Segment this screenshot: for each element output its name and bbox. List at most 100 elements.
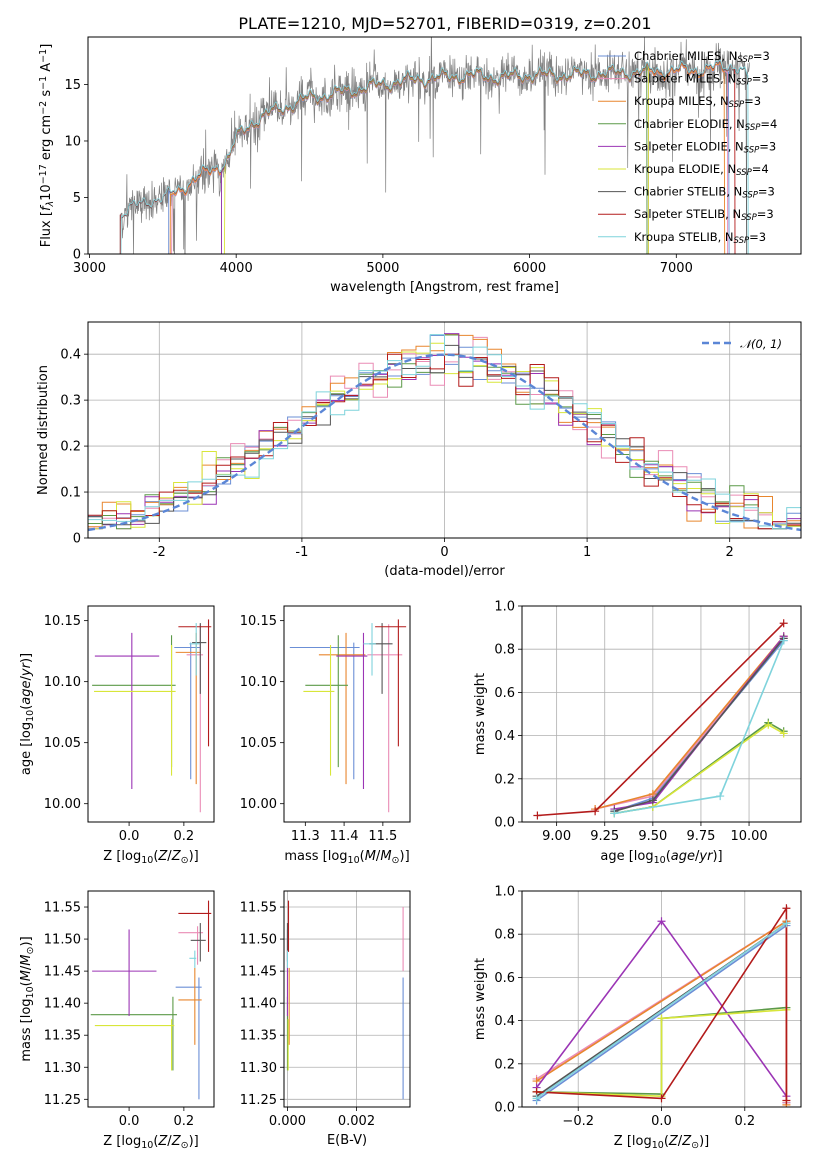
y-tick-label: 0.2: [494, 1057, 515, 1072]
axes-frame: [283, 890, 411, 1108]
legend-entry: Chabrier MILES, NSSP=3: [634, 49, 770, 65]
mass-weight-marker: [591, 807, 600, 816]
y-tick-label: 10.15: [44, 614, 81, 629]
axes-frame: [521, 890, 802, 1108]
y-tick-label: 10.00: [44, 797, 81, 812]
x-tick-label: 11.3: [291, 829, 320, 844]
y-tick-label: 0.4: [60, 348, 81, 363]
y-tick-label: 1.0: [494, 600, 515, 615]
y-tick-label: 10.15: [240, 614, 277, 629]
mass-weight-line: [614, 637, 785, 812]
y-tick-label: 11.30: [44, 1061, 81, 1076]
y-tick-label: 11.55: [240, 901, 277, 916]
mass-weight-marker: [782, 904, 791, 913]
mass-weight-marker: [782, 1096, 791, 1105]
legend-entry: Chabrier STELIB, NSSP=3: [634, 185, 775, 201]
legend-entry: Kroupa MILES, NSSP=3: [634, 94, 761, 110]
panel-mass_vs_Z: 0.0 0.2 11.25 11.30 11.35 11.40 11.45 11.50 11.5…: [19, 890, 215, 1151]
y-tick-label: 0.0: [494, 1101, 515, 1116]
age_vs_mass-plot-area: [289, 619, 407, 813]
x-tick-label: 0.000: [269, 1114, 306, 1129]
y-tick-label: 10.00: [240, 797, 277, 812]
x-axis-label: wavelength [Angstrom, rest frame]: [330, 280, 559, 295]
y-tick-label: 0: [73, 532, 81, 547]
panel-weight_vs_Z: −0.2 0.0 0.2 0.0 0.2 0.4 0.6 0.8 1.0 Z [log10(Z/Z…: [473, 885, 802, 1151]
x-axis-label: E(B-V): [327, 1133, 367, 1148]
x-tick-label: 5000: [366, 261, 399, 276]
y-tick-label: 11.30: [240, 1061, 277, 1076]
x-tick-label: 0.0: [651, 1114, 672, 1129]
x-tick-label: 2: [726, 545, 734, 560]
mass_vs_Z-axes: 0.0 0.2 11.25 11.30 11.35 11.40 11.45 11.50 11.5…: [19, 890, 215, 1151]
mass-weight-marker: [532, 1094, 541, 1103]
y-tick-label: 0.0: [494, 816, 515, 831]
model-spectrum-line: [120, 59, 749, 254]
x-tick-label: -2: [153, 545, 166, 560]
y-tick-label: 0: [73, 248, 81, 263]
y-tick-label: 0.6: [494, 686, 515, 701]
panel-age_vs_mass: 11.3 11.4 11.5 10.00 10.05 10.10 10.15 mass [lo…: [240, 605, 411, 866]
x-tick-label: 10.00: [730, 829, 767, 844]
mass-weight-marker: [610, 809, 619, 818]
axes-frame: [87, 36, 802, 255]
x-tick-label: 0.2: [174, 829, 195, 844]
mass-weight-marker: [648, 796, 657, 805]
x-tick-label: 9.75: [686, 829, 715, 844]
mass-weight-marker: [779, 619, 788, 628]
mass-weight-line: [536, 922, 787, 1100]
y-tick-label: 11.35: [240, 1029, 277, 1044]
x-tick-label: 0: [440, 545, 448, 560]
legend-entry: Kroupa STELIB, NSSP=3: [634, 230, 766, 246]
x-tick-label: 0.0: [119, 1114, 140, 1129]
y-tick-label: 0.2: [60, 440, 81, 455]
axes-frame: [283, 605, 411, 823]
mass_vs_EBV-grid: [284, 891, 410, 1107]
axes-frame: [87, 605, 215, 823]
x-tick-label: 11.5: [368, 829, 397, 844]
age_vs_mass-axes: 11.3 11.4 11.5 10.00 10.05 10.10 10.15 mass [lo…: [240, 605, 411, 866]
mass-weight-marker: [657, 1014, 666, 1023]
y-axis-label: mass weight: [473, 673, 488, 755]
y-tick-label: 15: [64, 78, 81, 93]
y-tick-label: 0.4: [494, 729, 515, 744]
panel-mass_vs_EBV: 0.000 0.002 11.25 11.30 11.35 11.40 11.45 11.50…: [240, 890, 411, 1148]
panel-weight_vs_age: 9.00 9.25 9.50 9.75 10.00 0.0 0.2 0.4 0.6 0.8 1.0 a…: [473, 600, 802, 866]
x-tick-label: 9.00: [542, 829, 571, 844]
mass_vs_EBV-axes: 0.000 0.002 11.25 11.30 11.35 11.40 11.45 11.50…: [240, 890, 411, 1148]
x-axis-label: age [log10(age/yr)]: [600, 849, 722, 866]
model-spectrum-line: [221, 64, 648, 254]
x-tick-label: 6000: [513, 261, 546, 276]
x-axis-label: Z [log10(Z/Z⊙)]: [103, 1134, 198, 1151]
panel-age_vs_Z: 0.0 0.2 10.00 10.05 10.10 10.15 Z [log10(Z/Z⊙)…: [19, 605, 215, 866]
figure-title: PLATE=1210, MJD=52701, FIBERID=0319, z=0…: [238, 14, 651, 33]
x-tick-label: 9.50: [638, 829, 667, 844]
mass-weight-marker: [533, 811, 542, 820]
x-tick-label: -1: [295, 545, 308, 560]
x-tick-label: 9.25: [590, 829, 619, 844]
x-axis-label: mass [log10(M/M⊙)]: [284, 849, 409, 866]
y-axis-label: Normed distribution: [36, 365, 51, 495]
legend-entry: Salpeter ELODIE, NSSP=3: [634, 139, 776, 155]
y-tick-label: 0.2: [494, 772, 515, 787]
y-tick-label: 11.45: [44, 965, 81, 980]
y-tick-label: 10.05: [44, 736, 81, 751]
y-tick-label: 10: [64, 134, 81, 149]
mass-weight-line: [614, 635, 785, 810]
y-tick-label: 0.6: [494, 971, 515, 986]
residual-histogram-8: [88, 334, 801, 538]
mass-weight-marker: [782, 919, 791, 928]
mass-weight-line: [536, 1009, 787, 1098]
legend-entry: Chabrier ELODIE, NSSP=4: [634, 117, 777, 133]
x-tick-label: 0.2: [734, 1114, 755, 1129]
age_vs_Z-plot-area: [92, 619, 212, 813]
x-tick-label: 1: [583, 545, 591, 560]
y-axis-label: mass weight: [473, 958, 488, 1040]
mass-weight-marker: [764, 720, 773, 729]
y-tick-label: 11.45: [240, 965, 277, 980]
legend-entry: Salpeter STELIB, NSSP=3: [634, 207, 774, 223]
legend-entry: Kroupa ELODIE, NSSP=4: [634, 162, 769, 178]
model-spectrum-line: [169, 62, 726, 254]
mass-weight-marker: [657, 917, 666, 926]
x-tick-label: 0.002: [338, 1114, 375, 1129]
